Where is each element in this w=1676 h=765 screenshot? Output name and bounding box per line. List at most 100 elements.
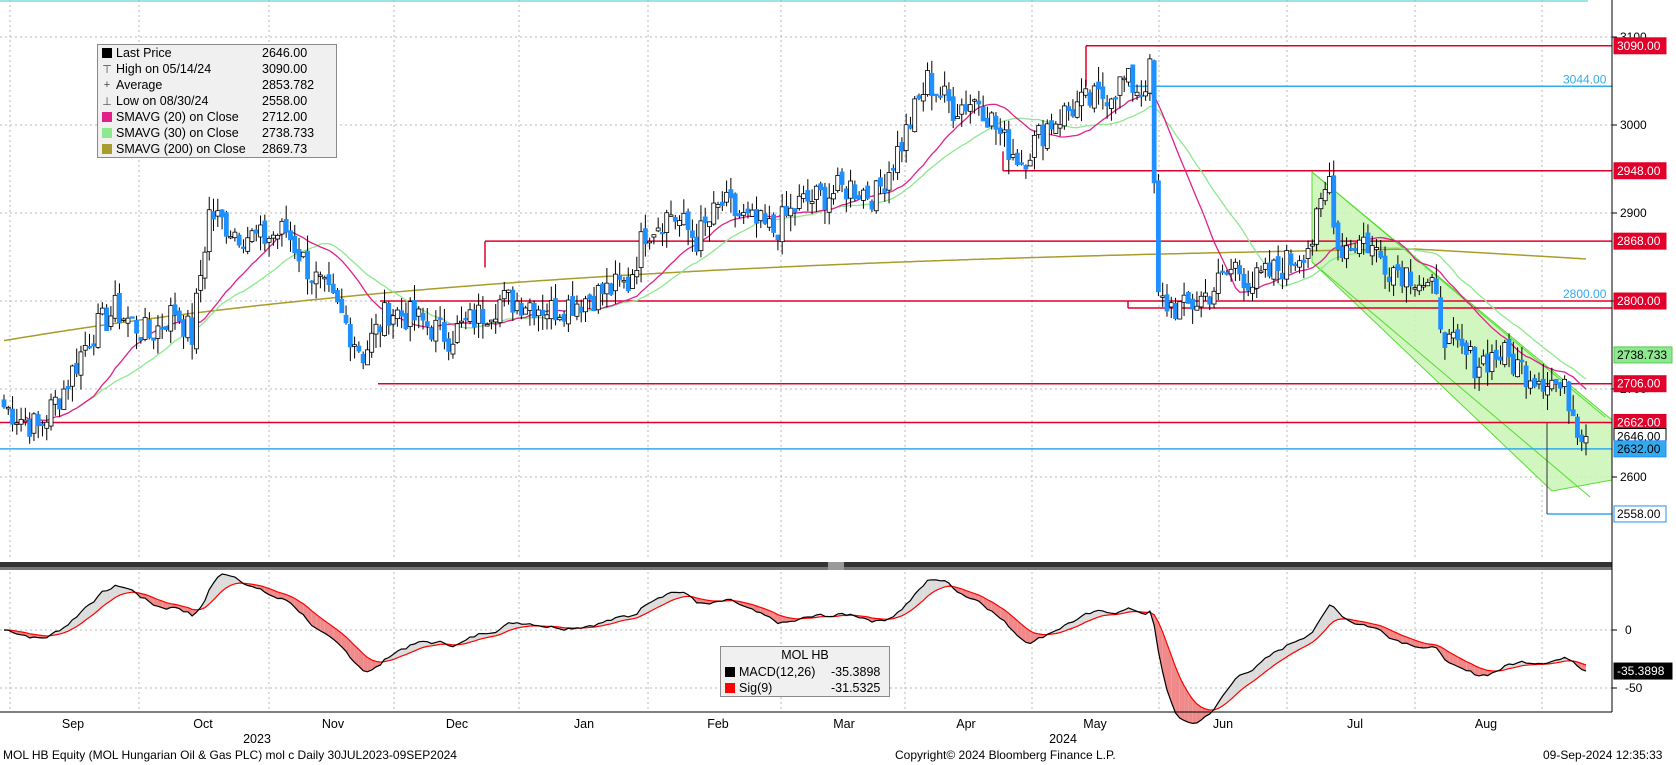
macd-fill	[1449, 652, 1454, 665]
candle-up	[416, 308, 422, 317]
month-label: Jan	[574, 717, 594, 731]
macd-tick-label: 0	[1625, 623, 1632, 637]
candle-up	[369, 332, 375, 353]
candle-up	[595, 285, 601, 311]
month-label: Sep	[62, 717, 84, 731]
macd-fill	[157, 599, 163, 608]
macd-fill	[1457, 656, 1463, 669]
macd-fill	[115, 585, 120, 598]
candle-up	[300, 251, 306, 258]
candle-down	[1386, 276, 1392, 283]
candle-down	[1185, 292, 1191, 304]
macd-fill	[72, 617, 77, 629]
candle-up	[715, 204, 721, 208]
candle-up	[194, 292, 199, 350]
candle-down	[283, 219, 289, 233]
footer-left: MOL HB Equity (MOL Hungarian Oil & Gas P…	[3, 748, 457, 762]
candle-up	[758, 210, 764, 222]
sma-30-line	[25, 105, 1587, 422]
candle-down	[211, 211, 216, 220]
year-label: 2023	[243, 732, 271, 746]
candle-down	[818, 183, 824, 191]
candle-up	[1160, 295, 1166, 298]
candle-down	[386, 302, 392, 326]
candle-up	[920, 94, 926, 102]
candle-down	[570, 296, 576, 316]
candle-down	[339, 298, 345, 314]
candle-down	[997, 127, 1003, 134]
candle-up	[245, 237, 251, 252]
legend-swatch-high: ⊤	[102, 63, 112, 76]
candle-down	[1070, 109, 1076, 117]
macd-fill	[290, 596, 295, 608]
macd-fill	[1581, 663, 1586, 672]
candle-up	[1480, 355, 1486, 365]
candle-up	[215, 210, 221, 217]
month-label: Oct	[193, 717, 213, 731]
candle-down	[1408, 271, 1414, 287]
candle-up	[544, 314, 550, 320]
candle-up	[1211, 290, 1217, 305]
macd-fill	[1166, 643, 1172, 703]
candle-up	[1446, 333, 1452, 344]
candle-down	[728, 189, 734, 199]
candle-down	[689, 230, 695, 238]
candle-down	[980, 106, 986, 122]
legend-swatch	[725, 667, 735, 677]
macd-fill	[427, 641, 432, 647]
candle-up	[1203, 292, 1208, 297]
candle-up	[848, 180, 853, 199]
candle-down	[1113, 97, 1119, 100]
candle-up	[1044, 123, 1050, 149]
candle-up	[1143, 91, 1149, 97]
candle-down	[296, 249, 302, 262]
candle-down	[1498, 356, 1503, 361]
candle-down	[57, 398, 62, 410]
candle-up	[52, 396, 58, 405]
candle-down	[591, 295, 597, 312]
candle-down	[40, 423, 45, 426]
candle-up	[1314, 208, 1320, 245]
macd-fill	[1179, 677, 1185, 721]
candle-up	[1057, 124, 1063, 129]
candle-up	[1583, 436, 1589, 444]
candle-up	[31, 413, 37, 434]
candle-up	[1198, 295, 1204, 308]
candle-up	[1177, 301, 1183, 320]
candle-down	[1523, 365, 1529, 388]
candle-down	[1455, 329, 1461, 341]
candle-up	[826, 197, 832, 213]
panel-divider-grip	[828, 562, 844, 570]
month-label: Mar	[833, 717, 855, 731]
candle-up	[557, 317, 563, 321]
candle-down	[890, 167, 896, 171]
candle-up	[1168, 302, 1174, 308]
candle-down	[685, 211, 691, 231]
candle-up	[202, 251, 208, 279]
candle-up	[655, 227, 661, 232]
price-legend: Last Price 2646.00 ⊤ High on 05/14/24 3090.0…	[97, 44, 337, 158]
level-tag	[1613, 346, 1673, 364]
candle-up	[903, 124, 909, 151]
candle-down	[1579, 434, 1585, 443]
candle-down	[138, 337, 144, 341]
candle-down	[950, 96, 956, 121]
macd-fill	[1299, 638, 1304, 650]
candle-up	[275, 235, 281, 240]
candle-down	[1164, 294, 1170, 312]
candle-up	[972, 99, 977, 102]
macd-fill	[1440, 646, 1445, 660]
macd-fill	[358, 649, 364, 671]
legend-value: 2853.782	[262, 78, 315, 92]
candle-down	[822, 186, 828, 211]
candle-down	[35, 414, 41, 427]
candle-up	[1502, 342, 1508, 365]
legend-value: -31.5325	[831, 681, 881, 695]
legend-row: SMAVG (200) on Close 2869.73	[98, 141, 336, 157]
candle-down	[429, 327, 434, 340]
candle-up	[1476, 366, 1482, 378]
candle-down	[360, 353, 366, 364]
candle-up	[813, 185, 819, 200]
macd-fill	[1389, 629, 1394, 640]
macd-fill	[1102, 610, 1108, 616]
